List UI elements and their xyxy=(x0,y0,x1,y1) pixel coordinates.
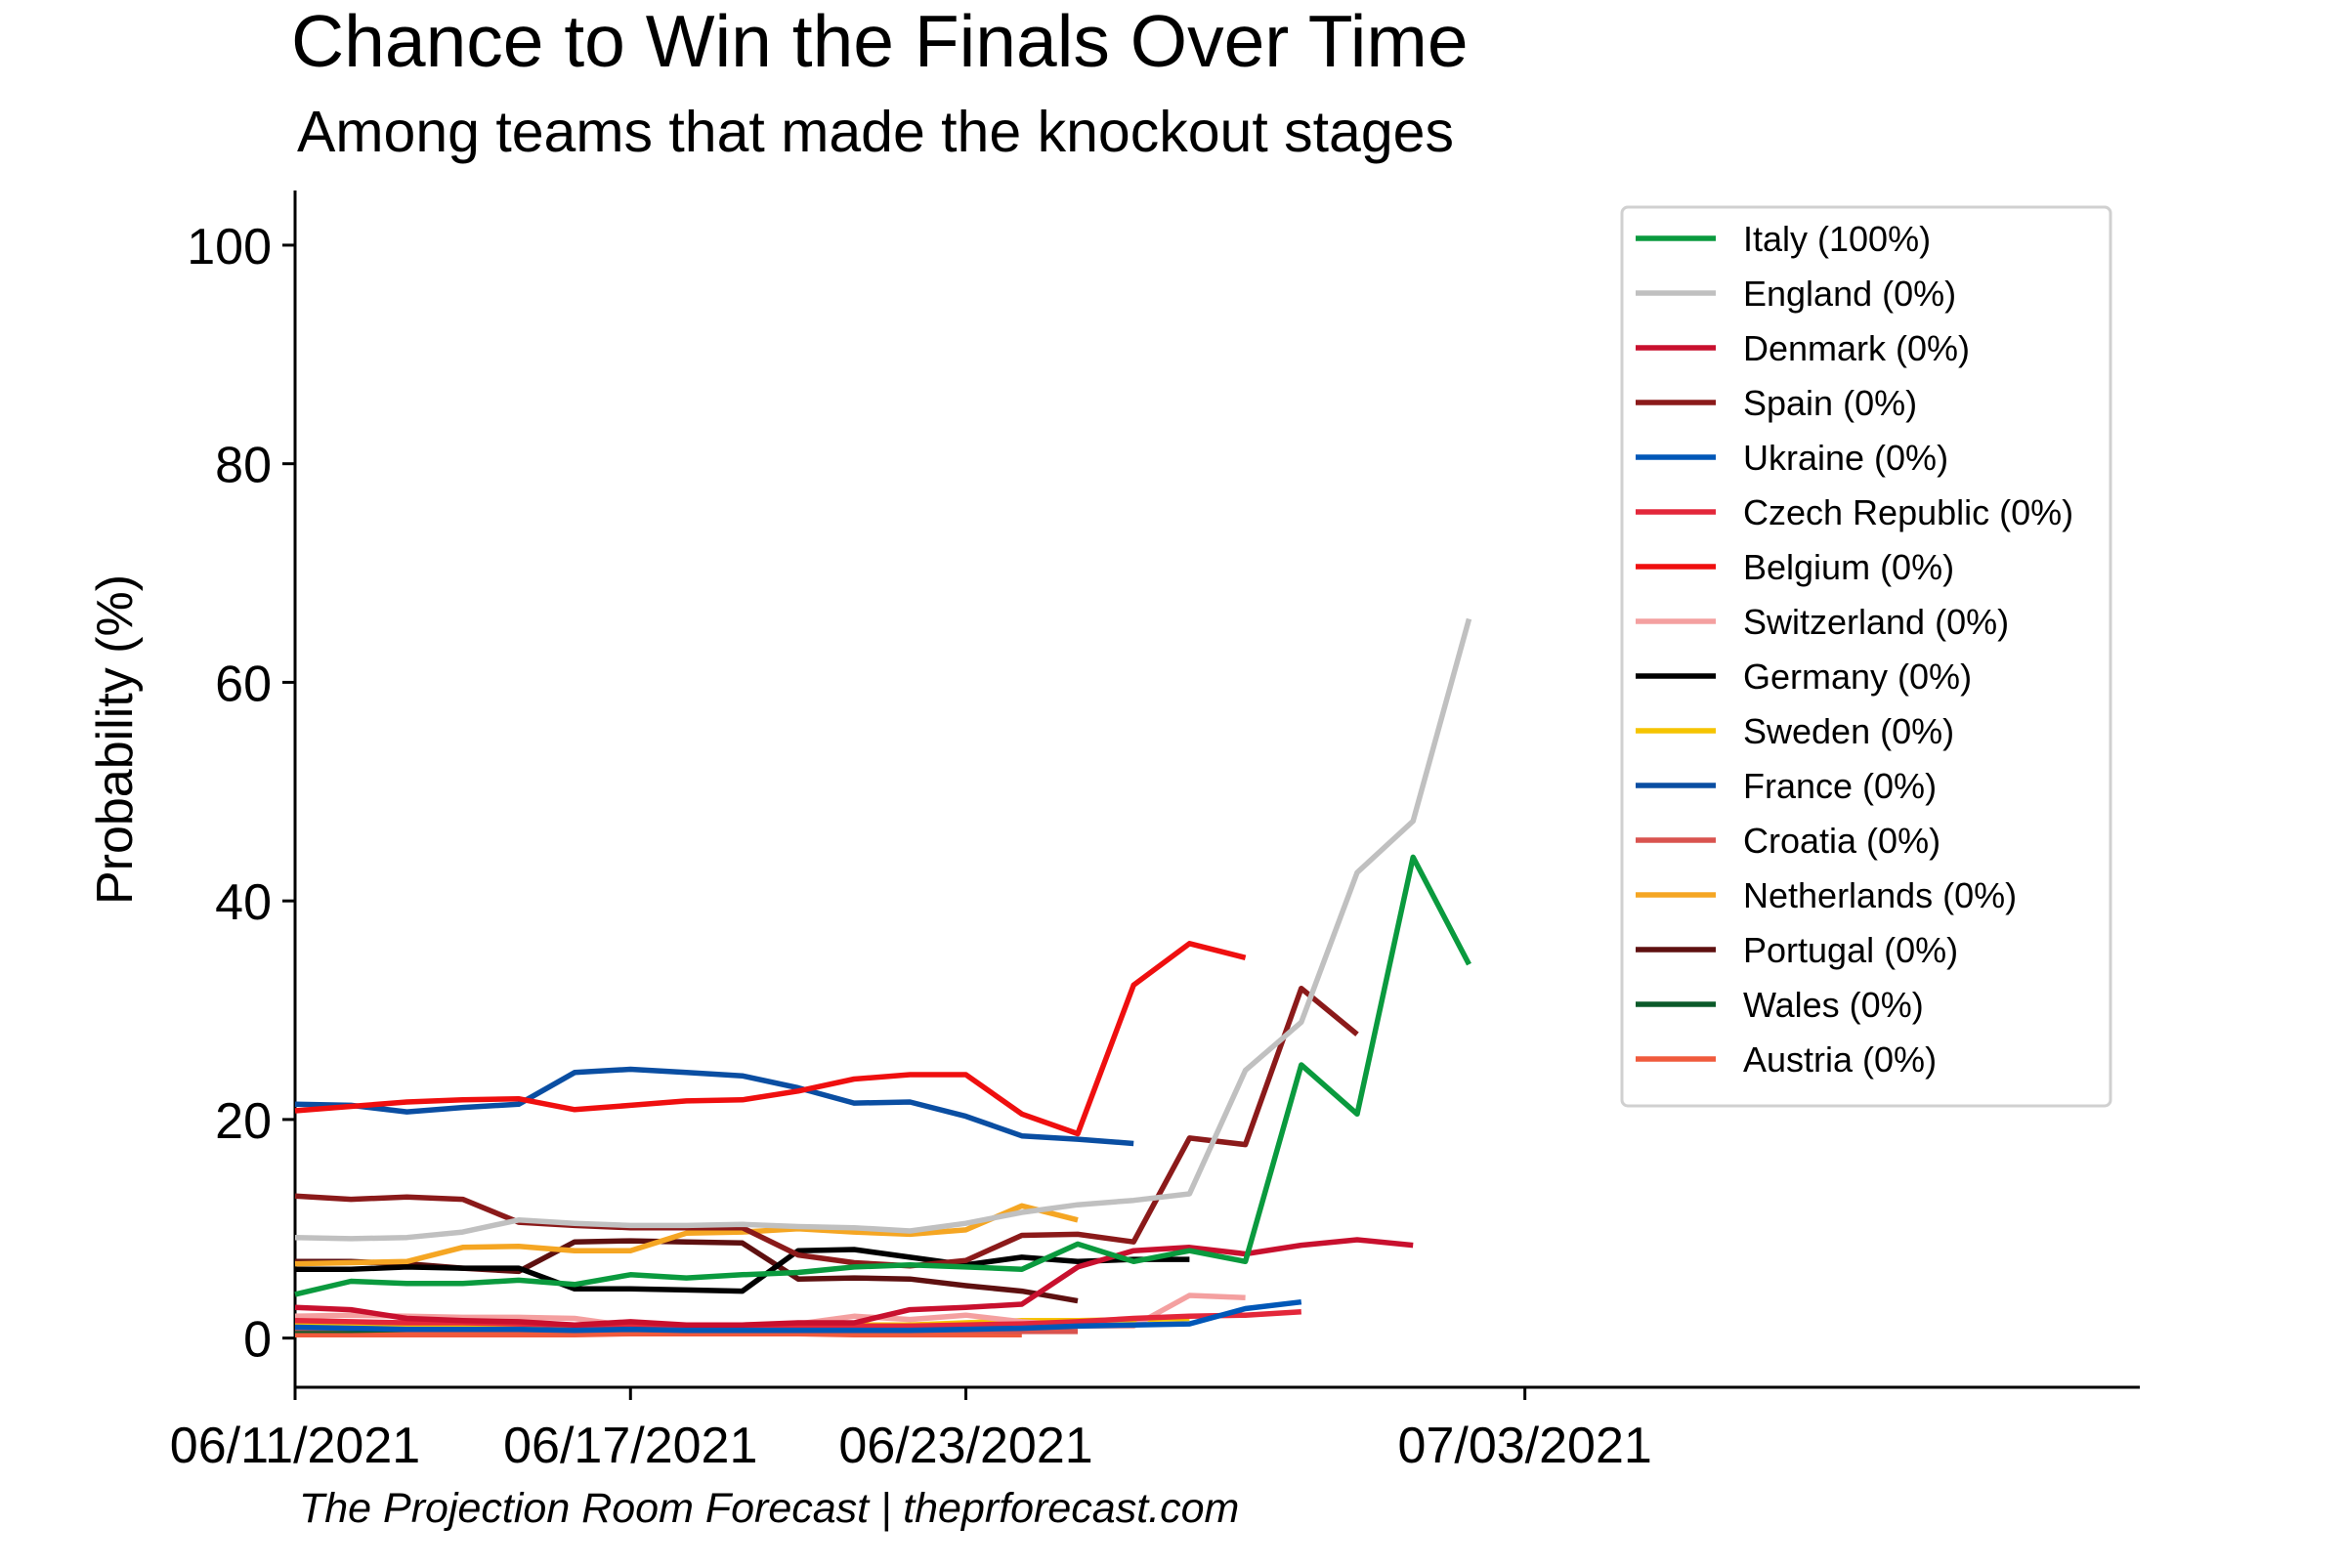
series-line-1 xyxy=(295,245,1581,1294)
legend-label: Czech Republic (0%) xyxy=(1743,492,2073,532)
series-line-7 xyxy=(294,941,1247,1137)
legend-label: Italy (100%) xyxy=(1743,219,1931,259)
series-line-2 xyxy=(294,617,1472,1242)
x-tick-label: 06/11/2021 xyxy=(170,1418,420,1474)
legend-label: Spain (0%) xyxy=(1743,383,1917,423)
series-line-11 xyxy=(294,1066,1134,1147)
series-line-13 xyxy=(294,1203,1079,1267)
y-tick-label: 0 xyxy=(243,1312,272,1369)
chart-subtitle: Among teams that made the knockout stage… xyxy=(297,100,1454,164)
legend-label: Netherlands (0%) xyxy=(1743,875,2017,915)
legend-label: France (0%) xyxy=(1743,766,1937,806)
legend-label: Switzerland (0%) xyxy=(1743,602,2009,642)
y-tick-label: 60 xyxy=(215,656,272,712)
legend: Italy (100%) England (0%) Denmark (0%) Spai… xyxy=(1620,205,2112,1108)
legend-label: England (0%) xyxy=(1743,274,1956,314)
series-line-5 xyxy=(294,1298,1302,1334)
y-tick-label: 40 xyxy=(215,874,272,931)
legend-label: Austria (0%) xyxy=(1743,1039,1937,1080)
y-tick-label: 80 xyxy=(215,438,272,494)
legend-label: Portugal (0%) xyxy=(1743,930,1958,970)
legend-label: Wales (0%) xyxy=(1743,985,1924,1025)
series-line-3 xyxy=(294,1237,1414,1328)
y-tick-label: 20 xyxy=(215,1093,272,1150)
legend-label: Denmark (0%) xyxy=(1743,328,1970,368)
series-layer xyxy=(294,245,1581,1338)
axes: 0 20 40 60 80 100 06/11/2021 06/17/2021 06/23/20… xyxy=(170,191,2140,1474)
legend-label: Croatia (0%) xyxy=(1743,821,1940,861)
x-tick-label: 06/17/2021 xyxy=(503,1418,757,1474)
chart-footer: The Projection Room Forecast | theprfore… xyxy=(299,1485,1239,1532)
legend-label: Sweden (0%) xyxy=(1743,711,1954,751)
legend-label: Belgium (0%) xyxy=(1743,547,1954,587)
legend-box xyxy=(1620,205,2112,1108)
series-line-4 xyxy=(294,985,1359,1269)
legend-label: Germany (0%) xyxy=(1743,657,1972,697)
chart-title: Chance to Win the Finals Over Time xyxy=(291,0,1469,82)
series-line-16 xyxy=(295,1331,1022,1338)
legend-label: Ukraine (0%) xyxy=(1743,438,1948,478)
y-tick-label: 100 xyxy=(187,219,272,275)
y-axis-label: Probability (%) xyxy=(87,574,144,905)
x-tick-label: 06/23/2021 xyxy=(838,1418,1092,1474)
x-tick-label: 07/03/2021 xyxy=(1398,1418,1652,1474)
